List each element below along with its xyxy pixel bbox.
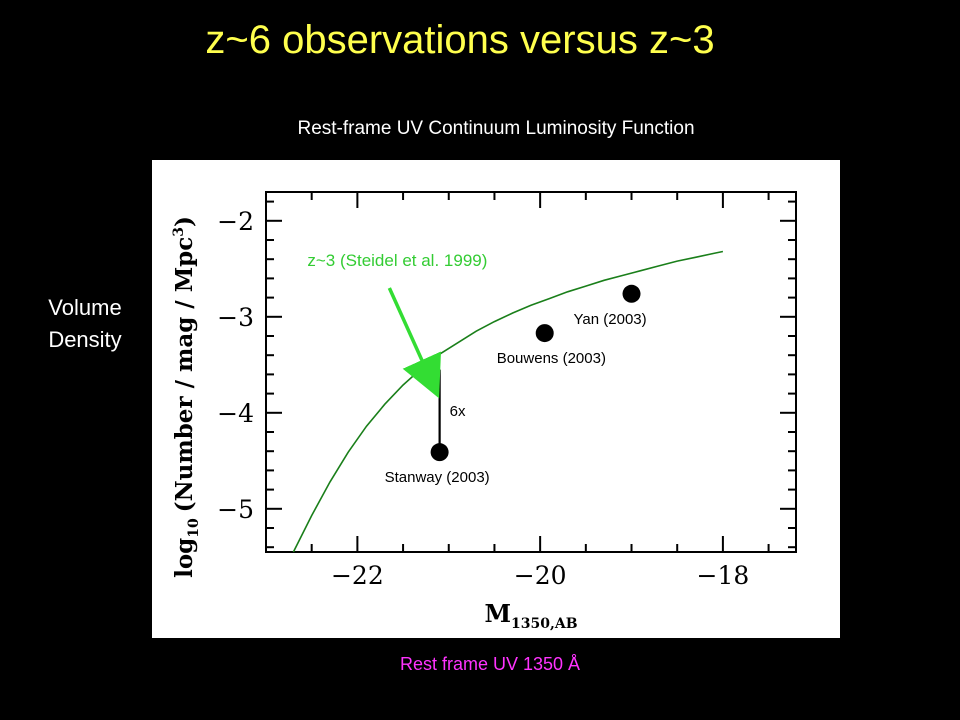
x-tick-label: −20 [514,561,567,590]
y-axis-title: log10 (Number / mag / Mpc3) [171,216,202,578]
curve-label: z~3 (Steidel et al. 1999) [307,251,487,270]
y-axis-title-superscript: 3 [171,227,187,237]
y-tick-label: −4 [217,399,254,428]
x-tick-label: −18 [697,561,750,590]
data-point-label: Stanway (2003) [385,469,490,486]
x-tick-label: −22 [331,561,384,590]
y-axis-title-close: ) [171,216,198,227]
x-axis-title: M1350,AB [484,599,577,632]
svg-text:M1350,AB: M1350,AB [484,599,577,632]
curve-pointer-arrow [387,287,441,399]
factor-label: 6x [450,403,466,420]
data-point [622,284,641,303]
bottom-caption: Rest frame UV 1350 Å [399,654,581,674]
x-axis-title-main: M [484,599,511,628]
z3-luminosity-curve [292,250,724,553]
x-axis-title-subscript: 1350,AB [511,616,578,632]
plot-frame [265,191,797,553]
y-tick-label: −2 [217,207,254,236]
y-tick-label: −3 [217,303,254,332]
svg-text:log10(Number / mag / Mpc3): log10 (Number / mag / Mpc3) [171,216,202,578]
data-points: Stanway (2003) Bouwens (2003) Yan (2003) [385,284,647,486]
data-point [535,324,554,343]
data-point-label: Bouwens (2003) [497,350,606,367]
axis-ticks [265,192,796,552]
side-label-line-2: Density [48,327,122,352]
y-axis-title-subscript: 10 [186,518,202,538]
plot-panel: −22 −20 −18 −2 −3 −4 −5 Stanway (2003) Bouwens … [152,160,840,638]
data-point [430,443,449,462]
y-axis-title-log: log [171,538,198,578]
y-tick-label: −5 [217,495,254,524]
luminosity-function-chart: −22 −20 −18 −2 −3 −4 −5 Stanway (2003) Bouwens … [171,191,797,632]
volume-density-label: Volume Density [30,292,140,356]
axis-tick-labels: −22 −20 −18 −2 −3 −4 −5 [217,207,749,590]
data-point-label: Yan (2003) [574,311,647,328]
side-label-line-1: Volume [48,295,122,320]
y-axis-title-body: (Number / mag / Mpc [171,237,198,513]
slide-title: z~6 observations versus z~3 [205,18,715,62]
chart-subtitle: Rest-frame UV Continuum Luminosity Funct… [297,118,695,139]
